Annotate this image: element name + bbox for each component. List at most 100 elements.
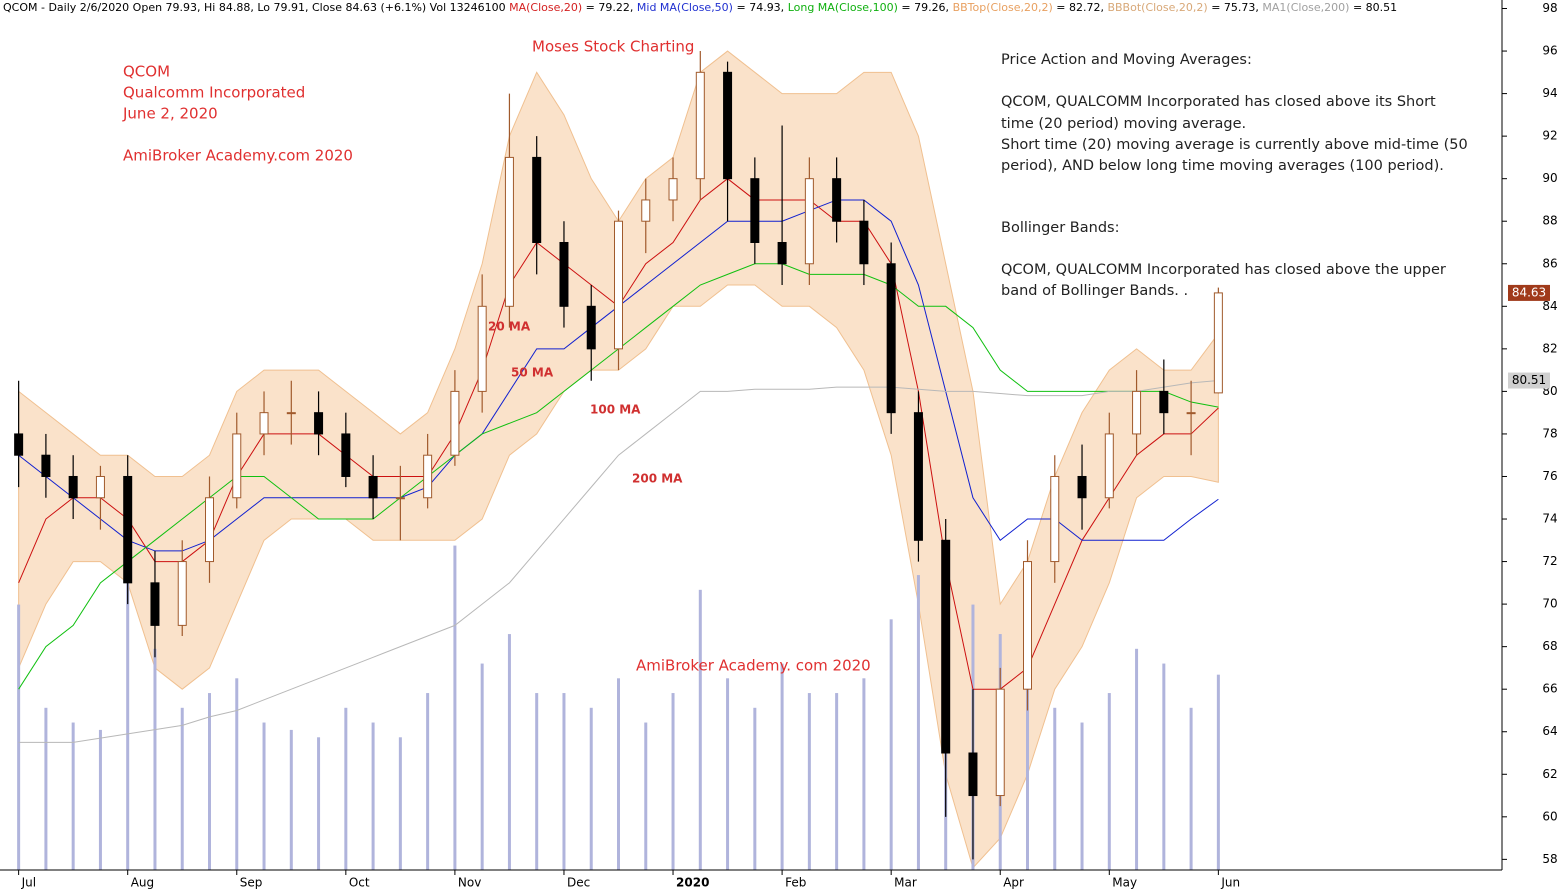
header-segment: MA(Close,20) — [509, 1, 582, 14]
x-tick-label: Jun — [1220, 876, 1240, 890]
volume-bar — [344, 707, 348, 870]
candle-body — [695, 71, 705, 180]
candle-body — [232, 433, 242, 499]
volume-bar — [589, 707, 593, 870]
volume-bar — [153, 648, 157, 870]
candle-body — [341, 433, 351, 477]
candle-body — [1159, 390, 1169, 414]
candle-body — [1104, 433, 1114, 499]
volume-bar — [726, 678, 730, 870]
candle-body — [259, 412, 269, 435]
y-tick-label: 98 — [1542, 1, 1557, 15]
note: Short time (20) moving average is curren… — [1001, 137, 1468, 153]
ma-label: 50 MA — [511, 366, 554, 380]
note: QCOM, QUALCOMM Incorporated has closed a… — [1001, 94, 1436, 110]
header-segment: = 79.26, — [898, 1, 953, 14]
volume-bar — [208, 693, 211, 870]
volume-bar — [753, 707, 757, 870]
candle-body — [1132, 390, 1142, 435]
volume-bar — [862, 678, 866, 870]
y-tick-label: 72 — [1542, 554, 1557, 568]
volume-bar — [1162, 663, 1166, 870]
volume-bar — [398, 737, 402, 870]
candle-body — [1186, 412, 1196, 415]
y-tick-label: 68 — [1542, 639, 1557, 653]
header-segment: BBTop(Close,20,2) — [953, 1, 1053, 14]
x-tick-label: Jul — [21, 876, 36, 890]
candle-body — [586, 305, 596, 350]
volume-bar — [671, 693, 675, 870]
y-tick-label: 94 — [1542, 86, 1557, 100]
note: band of Bollinger Bands. . — [1001, 283, 1188, 299]
header-segment: Mid MA(Close,50) — [637, 1, 733, 14]
header-segment: = 75.73, — [1208, 1, 1263, 14]
y-tick-label: 76 — [1542, 469, 1557, 483]
candle-body — [477, 305, 487, 392]
volume-bar — [807, 693, 811, 870]
candle-body — [941, 539, 951, 754]
x-tick-label: Mar — [894, 876, 917, 890]
candle-body — [723, 71, 733, 180]
candle-body — [968, 752, 978, 797]
x-tick-label: Dec — [567, 876, 590, 890]
y-tick-label: 70 — [1542, 597, 1557, 611]
annotation: QCOM — [123, 63, 170, 81]
volume-bar — [507, 634, 511, 870]
volume-bar — [916, 575, 920, 870]
header-segment: = 74.93, — [733, 1, 788, 14]
candle-body — [995, 688, 1005, 797]
note: period), AND below long time moving aver… — [1001, 158, 1444, 174]
volume-bar — [1189, 707, 1193, 870]
x-tick-label: Oct — [349, 876, 370, 890]
volume-bar — [780, 663, 784, 870]
candle-body — [395, 497, 405, 500]
volume-bar — [1080, 722, 1084, 870]
candle-body — [14, 433, 24, 456]
candle-body — [368, 475, 378, 499]
annotation: AmiBroker Academy.com 2020 — [123, 147, 353, 165]
candle-body — [804, 178, 814, 265]
candle-body — [423, 454, 433, 499]
price-tag — [1508, 372, 1550, 389]
volume-bar — [235, 678, 239, 870]
volume-bar — [453, 545, 457, 870]
header: QCOM - Daily 2/6/2020 Open 79.93, Hi 84.… — [3, 1, 1397, 14]
note: QCOM, QUALCOMM Incorporated has closed a… — [1001, 262, 1446, 278]
y-tick-label: 86 — [1542, 256, 1557, 270]
candle-body — [177, 561, 187, 626]
x-tick-label: Apr — [1003, 876, 1024, 890]
annotation: Qualcomm Incorporated — [123, 84, 305, 102]
header-segment: Long MA(Close,100) — [788, 1, 898, 14]
x-tick-label: Aug — [131, 876, 154, 890]
candle-body — [314, 412, 324, 435]
candle-body — [913, 412, 923, 541]
ma-line — [18, 380, 1219, 743]
volume-bar — [317, 737, 321, 870]
x-tick-label: 2020 — [676, 876, 709, 890]
candle-body — [41, 454, 51, 477]
volume-bar — [1216, 674, 1220, 870]
header-segment: = 80.51 — [1349, 1, 1397, 14]
volume-bar — [126, 575, 130, 870]
candle-body — [532, 156, 542, 243]
volume-bar — [562, 693, 566, 870]
candle-body — [1050, 475, 1060, 563]
candle-body — [614, 220, 623, 350]
candle-body — [641, 199, 651, 222]
candle-body — [68, 475, 78, 499]
candle-body — [886, 263, 896, 414]
candle-body — [286, 412, 296, 415]
x-tick-label: Feb — [785, 876, 806, 890]
candle-body — [95, 475, 105, 499]
price-tag — [1508, 284, 1550, 301]
volume-bar — [535, 693, 539, 870]
candle-body — [123, 475, 133, 584]
header-segment: = 79.22, — [582, 1, 637, 14]
y-tick-label: 66 — [1542, 682, 1557, 696]
ma-label: 20 MA — [488, 320, 531, 334]
volume-bar — [262, 722, 266, 870]
y-tick-label: 64 — [1542, 724, 1557, 738]
volume-bar — [180, 707, 184, 870]
candle-body — [750, 178, 760, 243]
